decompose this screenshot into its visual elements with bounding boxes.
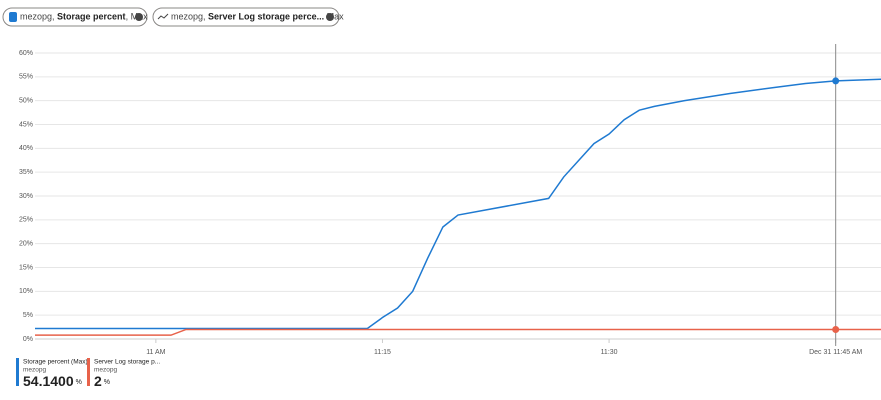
legend-value: 2% [94,373,110,389]
y-tick-label: 40% [19,145,33,152]
cursor-dot [832,325,840,333]
x-tick-label: Dec 31 11:45 AM [809,349,862,356]
pill-aggregation: Max [324,12,344,22]
y-tick-label: 25% [19,217,33,224]
pill-resource: mezopg, [20,12,57,22]
pill[interactable]: mezopg, Storage percent, Max [2,7,148,27]
legend-value-number: 54.1400 [23,373,74,389]
pill[interactable]: mezopg, Server Log storage perce... Max [152,7,344,27]
pill-icon [9,12,17,22]
y-tick-label: 30% [19,193,33,200]
y-tick-label: 5% [23,312,33,319]
pill-text: mezopg, Server Log storage perce... Max [171,12,344,22]
pill-close[interactable] [326,13,334,21]
y-tick-label: 0% [23,336,33,343]
y-tick-label: 55% [19,74,33,81]
series-line [35,328,881,336]
series-line [35,78,881,330]
legend-resource: mezopg [23,367,47,374]
legend-swatch [87,358,90,386]
plot: 0% 5% 10% 15% 20% 25% 30% 35% 40% 45% 50% 55% 60% 11 … [19,44,881,356]
y-tick-label: 15% [19,264,33,271]
pill-icon [157,13,169,20]
pill-frame [2,7,148,27]
legend-unit: % [76,379,82,386]
y-tick-label: 45% [19,121,33,128]
y-tick-label: 35% [19,169,33,176]
y-tick-label: 20% [19,241,33,248]
y-tick-label: 10% [19,288,33,295]
legend-value-number: 2 [94,373,102,389]
pill-metric: Server Log storage perce... [208,12,324,22]
legend-name: Storage percent (Max) [23,359,88,366]
pill-text: mezopg, Storage percent, Max [20,12,148,22]
x-tick-label: 11:15 [374,349,391,356]
x-tick-label: 11:30 [601,349,618,356]
x-tick-label: 11 AM [146,349,165,356]
legend-resource: mezopg [94,367,118,374]
y-tick-label: 60% [19,50,33,57]
y-tick-label: 50% [19,98,33,105]
legend-name: Server Log storage p... [94,359,160,366]
legend-swatch [16,358,19,386]
pill-close[interactable] [135,13,143,21]
pill-metric: Storage percent [57,12,126,22]
legend-value: 54.1400% [23,373,82,389]
cursor-dot [832,77,840,85]
pill-resource: mezopg, [171,12,208,22]
pill-frame [152,7,340,27]
legend-unit: % [104,379,110,386]
